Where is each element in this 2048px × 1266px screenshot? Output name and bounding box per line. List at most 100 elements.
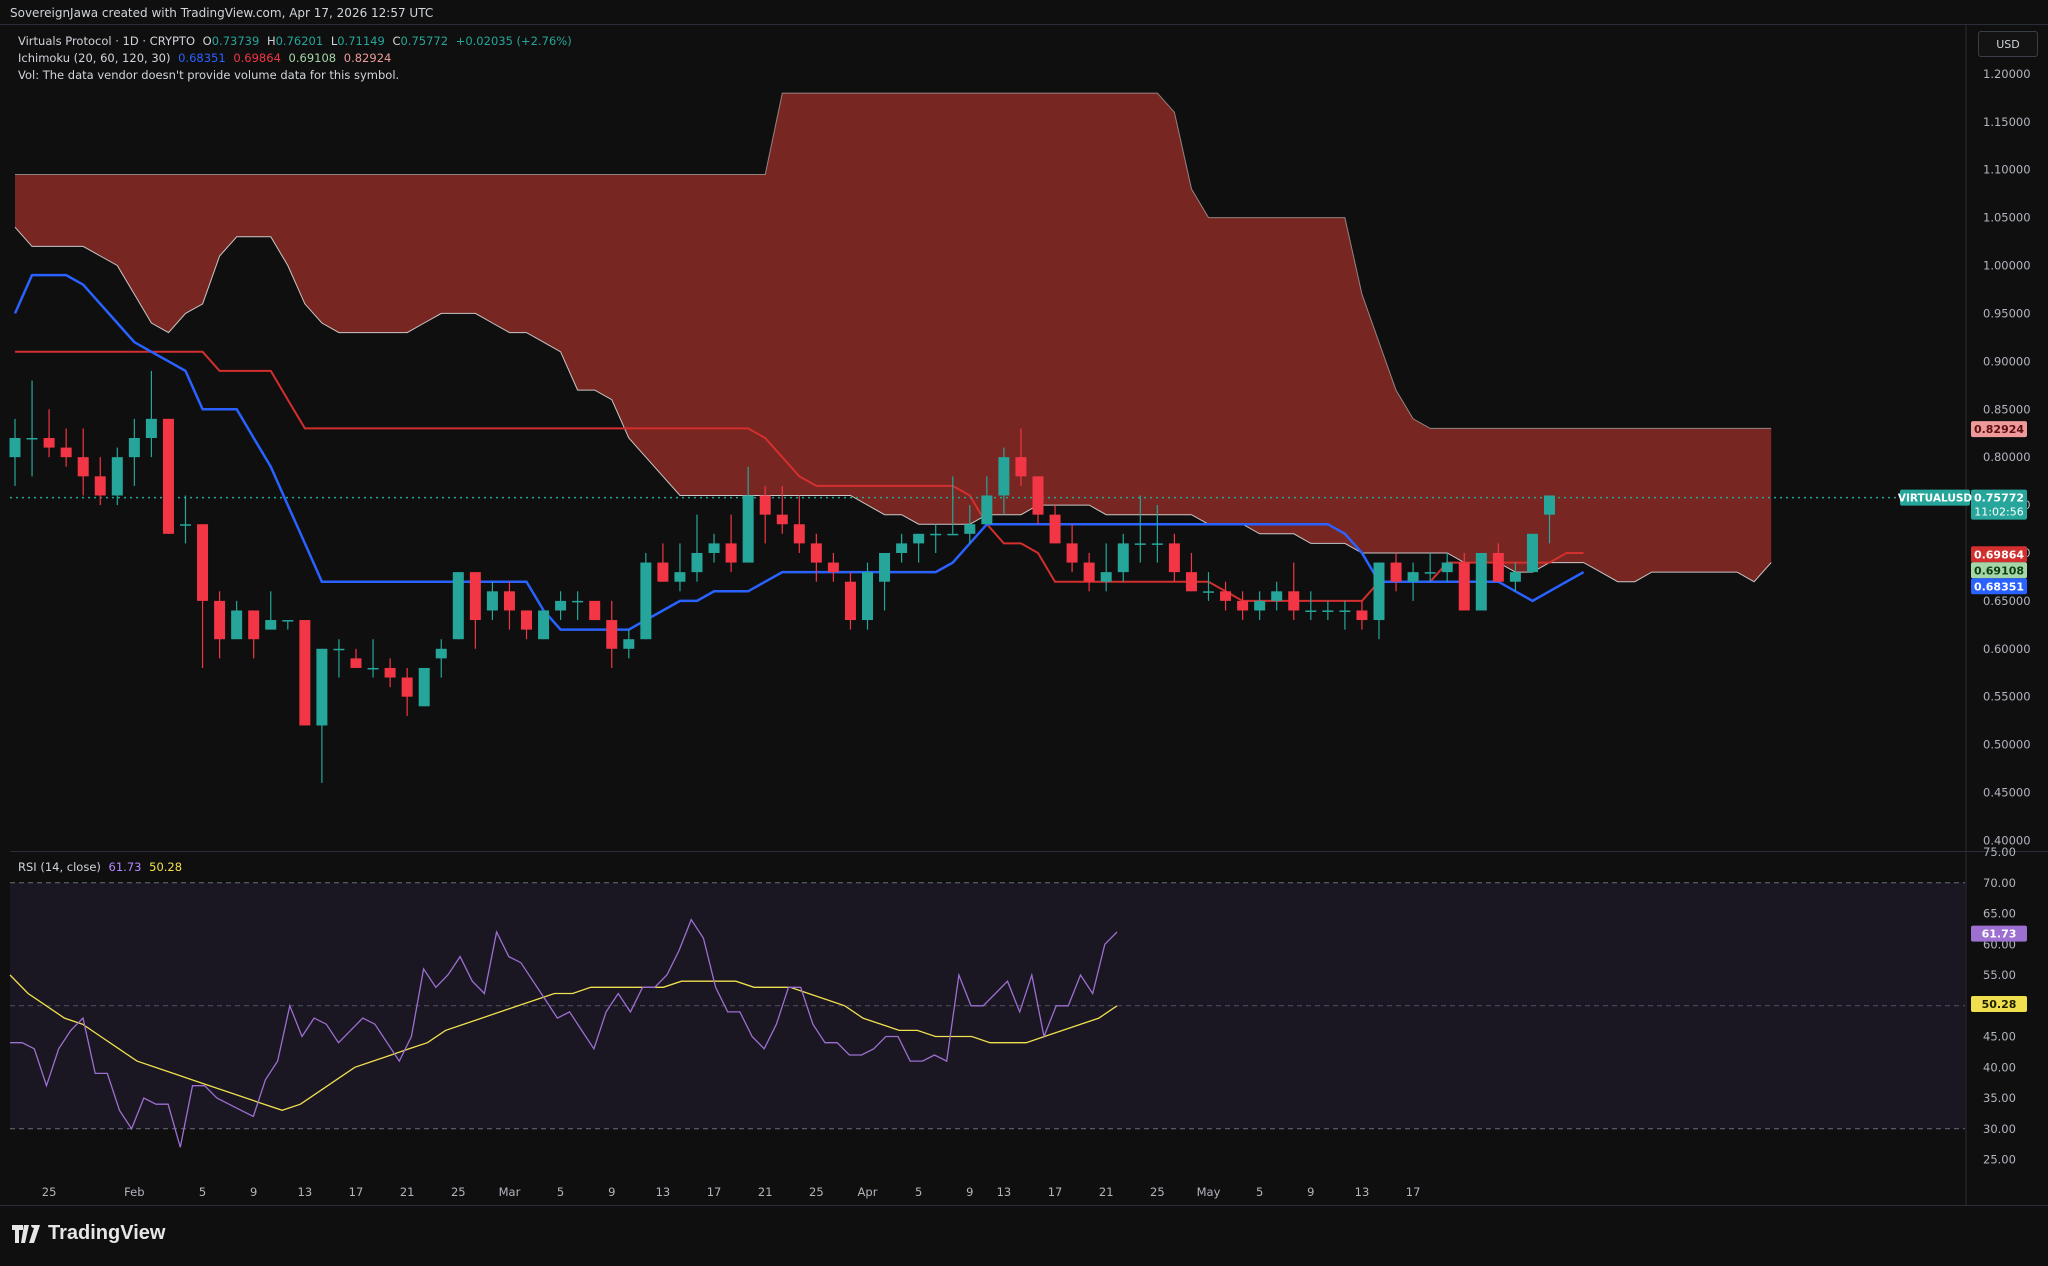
time-tick-label: 25 bbox=[451, 1185, 466, 1199]
candle bbox=[1117, 533, 1129, 582]
candle bbox=[197, 524, 209, 668]
low-label: L bbox=[330, 34, 338, 48]
candle-body bbox=[94, 476, 106, 496]
time-tick-label: 5 bbox=[915, 1185, 922, 1199]
price-tick-label: 0.65000 bbox=[1983, 594, 2031, 608]
ichimoku-base-value: 0.69864 bbox=[233, 51, 281, 65]
open-value: 0.73739 bbox=[211, 34, 260, 48]
time-tick-label: 5 bbox=[1256, 1185, 1263, 1199]
candle-body bbox=[640, 562, 652, 640]
candle-body bbox=[1220, 591, 1232, 601]
rsi-ma-line bbox=[9, 974, 1118, 1111]
conversion-badge-text: 0.68351 bbox=[1974, 580, 2024, 593]
ichimoku-span-a-value: 0.69108 bbox=[288, 51, 337, 65]
tradingview-logo-icon bbox=[12, 1224, 40, 1243]
candle bbox=[1390, 552, 1402, 592]
candle-body bbox=[299, 620, 311, 726]
candle-body bbox=[691, 552, 703, 573]
rsi-badge-bg bbox=[1971, 925, 2027, 942]
span-b-badge: 0.82924 bbox=[1971, 421, 2027, 438]
candle-body bbox=[316, 648, 328, 726]
candle bbox=[180, 495, 191, 544]
candle-body bbox=[1168, 543, 1180, 573]
time-tick-label: 25 bbox=[42, 1185, 57, 1199]
candle-body bbox=[981, 495, 993, 525]
candle bbox=[691, 514, 703, 582]
candle-body bbox=[913, 533, 925, 544]
base-line bbox=[15, 350, 1584, 602]
rsi-tick-label: 30.00 bbox=[1983, 1122, 2016, 1136]
candle-body bbox=[947, 533, 959, 536]
rsi-band bbox=[10, 882, 1965, 1129]
price-tick-label: 1.15000 bbox=[1983, 115, 2031, 129]
candle bbox=[9, 418, 21, 486]
candle-body bbox=[248, 610, 260, 640]
rsi-line bbox=[10, 918, 1118, 1148]
candle bbox=[998, 447, 1010, 515]
rsi-tick-label: 75.00 bbox=[1983, 845, 2016, 859]
candle-body bbox=[435, 648, 447, 659]
time-tick-label: 17 bbox=[1406, 1185, 1421, 1199]
time-tick-label: 21 bbox=[1099, 1185, 1114, 1199]
candle bbox=[589, 600, 601, 621]
candle bbox=[1475, 552, 1487, 611]
rsi-badge-text: 61.73 bbox=[1982, 928, 2017, 941]
currency-button[interactable]: USD bbox=[1978, 31, 2038, 57]
candle-body bbox=[1407, 572, 1419, 582]
candle-body bbox=[1492, 552, 1504, 582]
candle bbox=[282, 620, 294, 630]
candle-body bbox=[810, 543, 822, 563]
candle bbox=[333, 639, 345, 678]
candle bbox=[469, 572, 481, 649]
candle bbox=[1254, 591, 1266, 621]
candle bbox=[111, 447, 123, 506]
span-a-badge-bg bbox=[1971, 562, 2027, 579]
candle-body bbox=[77, 457, 89, 477]
close-label: C bbox=[392, 34, 401, 48]
symbol-legend: Virtuals Protocol · 1D · CRYPTO O0.73739… bbox=[18, 34, 576, 48]
time-tick-label: 21 bbox=[400, 1185, 415, 1199]
time-tick-label: 5 bbox=[557, 1185, 564, 1199]
candle-body bbox=[896, 543, 908, 553]
candle-body bbox=[708, 543, 720, 553]
candle-body bbox=[862, 572, 873, 621]
candle bbox=[1288, 562, 1300, 621]
candle bbox=[538, 610, 550, 640]
candle-body bbox=[1339, 610, 1351, 612]
candle bbox=[435, 639, 447, 678]
candle bbox=[1458, 552, 1470, 611]
price-tick-label: 0.80000 bbox=[1983, 450, 2031, 464]
candle bbox=[896, 533, 908, 563]
high-value: 0.76201 bbox=[275, 34, 324, 48]
candle-body bbox=[879, 552, 891, 582]
candle-body bbox=[1151, 543, 1163, 545]
candle-body bbox=[1015, 457, 1027, 477]
time-tick-label: 17 bbox=[707, 1185, 722, 1199]
candle-body bbox=[827, 562, 839, 573]
time-tick-label: 13 bbox=[997, 1185, 1012, 1199]
base-line-badge: 0.69864 bbox=[1971, 546, 2027, 563]
attribution-text: SovereignJawa created with TradingView.c… bbox=[10, 6, 434, 20]
time-tick-label: 9 bbox=[608, 1185, 615, 1199]
candle bbox=[316, 648, 328, 783]
candle bbox=[1203, 572, 1214, 601]
candle-body bbox=[384, 667, 396, 678]
candle bbox=[930, 524, 942, 553]
candle bbox=[776, 485, 788, 534]
symbol-tag-text: VIRTUALUSD bbox=[1898, 493, 1973, 505]
candle-body bbox=[844, 581, 856, 621]
candle bbox=[1168, 533, 1180, 582]
candle bbox=[742, 466, 754, 563]
candle-body bbox=[214, 600, 226, 640]
candle bbox=[26, 380, 38, 477]
tradingview-logo[interactable]: TradingView bbox=[12, 1222, 165, 1245]
candle-body bbox=[589, 600, 601, 621]
candle-body bbox=[1237, 600, 1249, 611]
candle-body bbox=[1526, 533, 1538, 573]
candle bbox=[1271, 581, 1283, 611]
time-tick-label: Mar bbox=[499, 1185, 521, 1199]
candle-body bbox=[657, 562, 669, 582]
candle-body bbox=[111, 457, 123, 496]
open-label: O bbox=[202, 34, 212, 48]
